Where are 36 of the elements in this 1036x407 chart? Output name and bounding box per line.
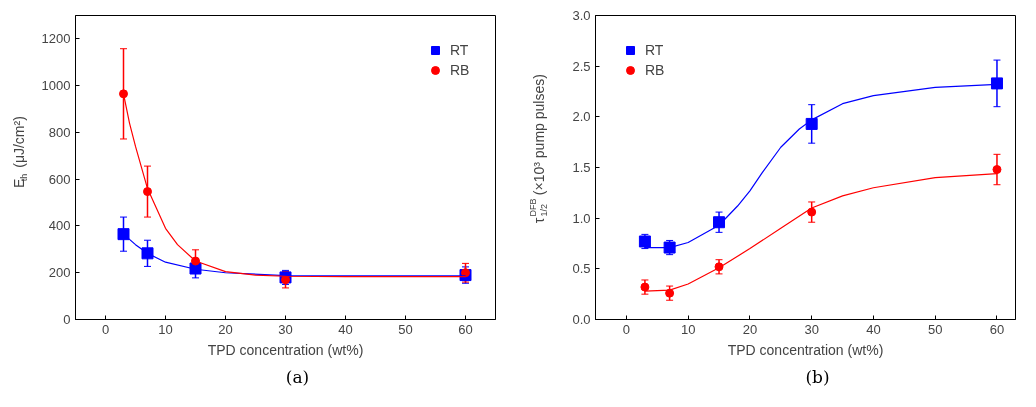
x-tick-label: 20 [742, 321, 758, 337]
legend-label: RT [645, 42, 665, 58]
y-tick-label: 2.5 [572, 58, 591, 74]
x-axis-title: TPD concentration (wt%) [207, 341, 364, 358]
y-tick-label: 200 [48, 265, 71, 281]
x-tick-label: 30 [278, 321, 293, 337]
y-tick-label: 0.5 [572, 261, 591, 277]
y-tick-label: 800 [48, 124, 71, 140]
y-tick-label: 1.0 [572, 210, 591, 226]
x-tick-label: 10 [680, 321, 696, 337]
x-tick-label: 0 [622, 321, 630, 337]
legend-label: RB [450, 62, 470, 78]
x-tick-label: 10 [158, 321, 173, 337]
y-tick-label: 600 [48, 171, 71, 187]
x-tick-label: 50 [398, 321, 413, 337]
y-tick-label: 0.0 [572, 312, 591, 327]
y-tick-label: 400 [48, 218, 71, 234]
x-tick-label: 60 [989, 321, 1005, 337]
x-tick-label: 40 [338, 321, 353, 337]
legend-label: RB [645, 62, 665, 78]
y-tick-label: 1000 [41, 78, 71, 94]
y-tick-label: 2.0 [572, 109, 591, 125]
legend-label: RT [450, 42, 470, 58]
x-tick-label: 50 [927, 321, 943, 337]
text: (a) [285, 366, 310, 389]
x-tick-label: 60 [458, 321, 473, 337]
x-axis-title: TPD concentration (wt%) [727, 341, 884, 358]
x-tick-label: 0 [101, 321, 110, 337]
y-tick-label: 1.5 [572, 160, 591, 175]
x-tick-label: 30 [804, 321, 819, 337]
y-axis-title: τ1/2DFB (×10³ pump pulses) [527, 74, 549, 224]
x-tick-label: 40 [866, 321, 881, 337]
y-tick-label: 1200 [41, 31, 71, 47]
text: (b) [805, 366, 830, 389]
y-tick-label: 3.0 [572, 8, 591, 23]
x-tick-label: 20 [218, 321, 233, 337]
